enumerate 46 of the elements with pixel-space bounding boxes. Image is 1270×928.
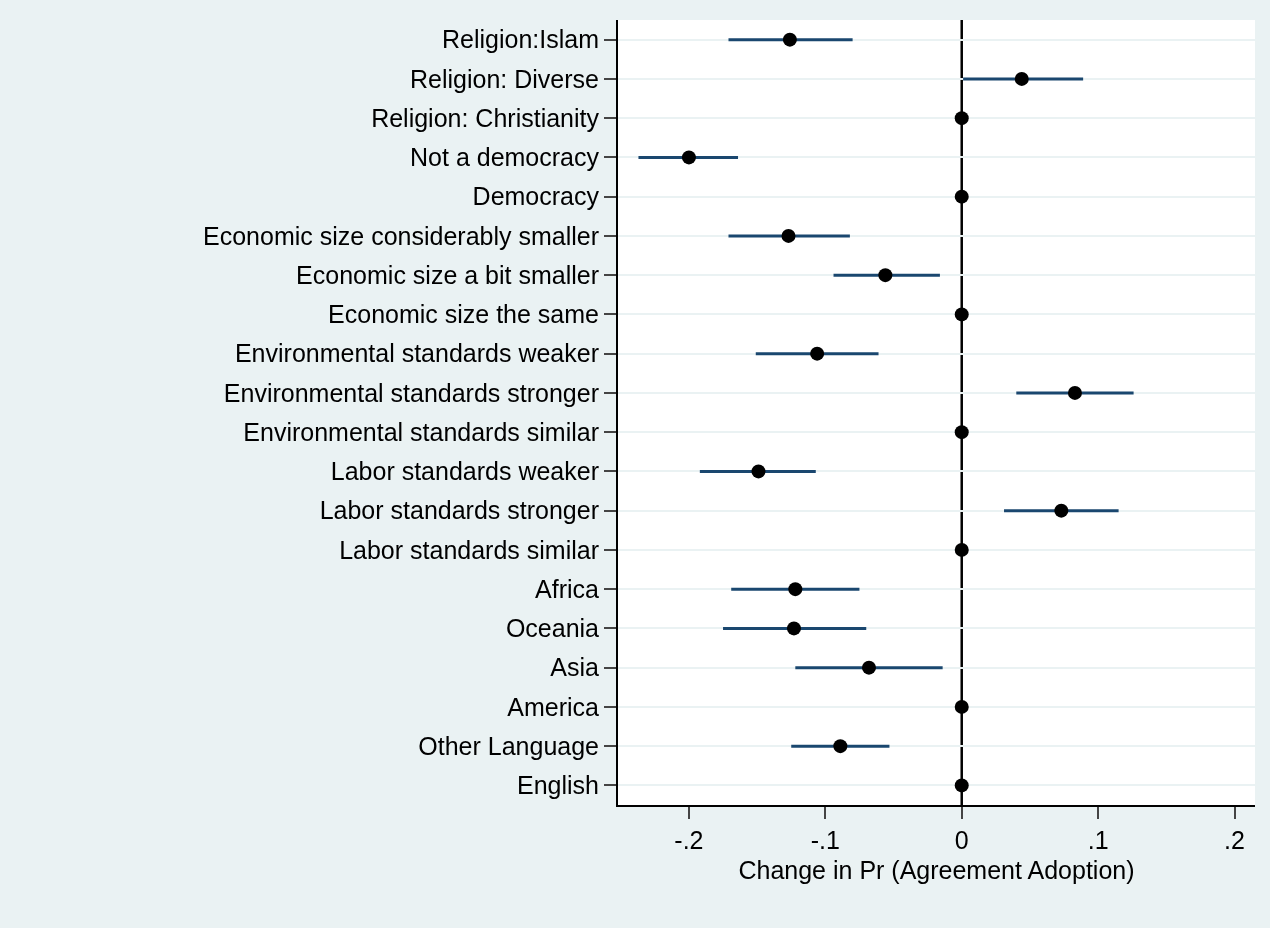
point — [786, 621, 801, 636]
y-tick-label: Africa — [535, 574, 600, 603]
x-tick-label: .1 — [1087, 826, 1109, 854]
point — [954, 189, 969, 204]
point — [788, 582, 803, 597]
x-tick-label: 0 — [954, 826, 969, 854]
y-tick-label: Religion: Christianity — [371, 103, 600, 132]
y-tick-label: Religion:Islam — [441, 25, 599, 54]
y-tick-label: Not a democracy — [410, 143, 600, 172]
y-tick-label: Economic size a bit smaller — [296, 260, 599, 289]
y-tick-label: America — [507, 692, 600, 721]
x-tick-label: -.1 — [810, 826, 840, 854]
x-tick-label: -.2 — [674, 826, 704, 854]
point — [833, 739, 848, 754]
y-tick-label: Oceania — [505, 614, 600, 643]
point — [681, 150, 696, 165]
point — [861, 660, 876, 675]
y-tick-label: Other Language — [418, 731, 599, 760]
y-tick-label: English — [517, 771, 599, 800]
y-tick-label: Labor standards weaker — [330, 457, 599, 486]
y-tick-label: Asia — [550, 653, 600, 682]
y-tick-label: Environmental standards similar — [243, 417, 599, 446]
x-tick-label: .2 — [1224, 826, 1245, 854]
y-tick-label: Democracy — [472, 182, 600, 211]
point — [1067, 385, 1082, 400]
y-tick-label: Economic size considerably smaller — [203, 221, 599, 250]
y-tick-label: Labor standards stronger — [319, 496, 599, 525]
point — [782, 32, 797, 47]
y-tick-label: Labor standards similar — [339, 535, 599, 564]
point — [781, 228, 796, 243]
point — [878, 268, 893, 283]
point — [1054, 503, 1069, 518]
x-axis-title: Change in Pr (Agreement Adoption) — [738, 855, 1135, 884]
y-tick-label: Economic size the same — [328, 300, 599, 329]
y-tick-label: Environmental standards weaker — [234, 339, 599, 368]
y-tick-label: Environmental standards stronger — [223, 378, 599, 407]
point — [751, 464, 766, 479]
point — [954, 699, 969, 714]
point — [954, 778, 969, 793]
point — [954, 425, 969, 440]
point — [954, 542, 969, 557]
point — [954, 307, 969, 322]
point — [810, 346, 825, 361]
point — [1014, 71, 1029, 86]
y-tick-label: Religion: Diverse — [410, 64, 599, 93]
point — [954, 111, 969, 126]
